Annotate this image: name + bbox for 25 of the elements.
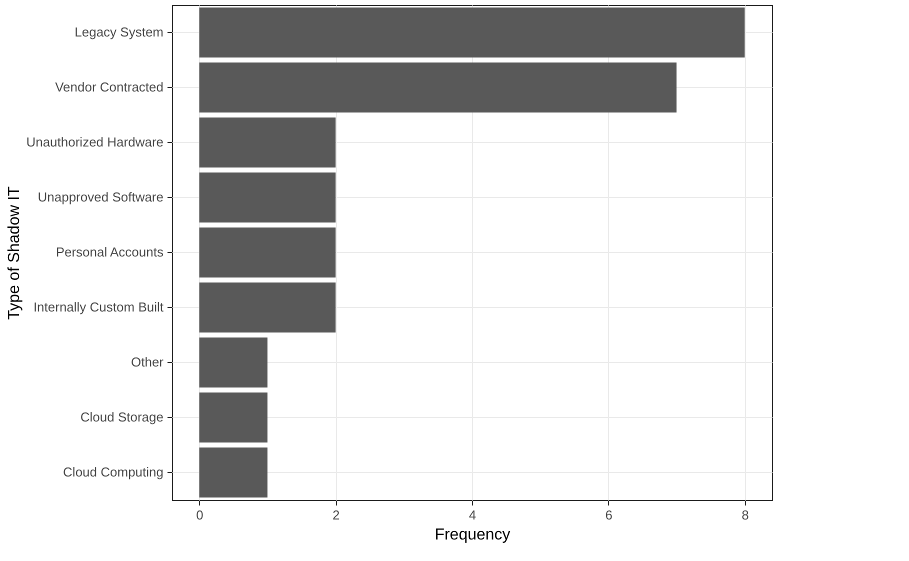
bar [199, 448, 268, 498]
y-tick-label: Cloud Computing [63, 464, 164, 480]
y-tick-label: Cloud Storage [80, 410, 164, 424]
bar [199, 228, 336, 278]
bar [199, 338, 268, 388]
y-tick-label: Vendor Contracted [55, 80, 164, 94]
y-tick-label: Unapproved Software [38, 190, 164, 204]
y-axis-title: Type of Shadow IT [6, 186, 24, 320]
bar [199, 392, 268, 442]
bar [199, 8, 745, 58]
bar [199, 118, 336, 168]
bar [199, 282, 336, 332]
x-tick-label: 0 [196, 508, 204, 522]
y-tick-label: Unauthorized Hardware [26, 134, 164, 150]
y-tick-label: Personal Accounts [56, 244, 164, 260]
x-tick-label: 6 [605, 508, 612, 522]
y-tick-label: Legacy System [74, 24, 164, 40]
bar [199, 172, 336, 222]
y-tick-label: Other [130, 354, 164, 370]
x-tick-label: 8 [742, 508, 749, 522]
x-axis-title: Frequency [434, 526, 510, 544]
x-tick-label: 2 [332, 508, 340, 522]
y-tick-label: Internally Custom Built [33, 300, 164, 314]
x-tick-label: 4 [468, 508, 476, 522]
bar [199, 62, 677, 112]
